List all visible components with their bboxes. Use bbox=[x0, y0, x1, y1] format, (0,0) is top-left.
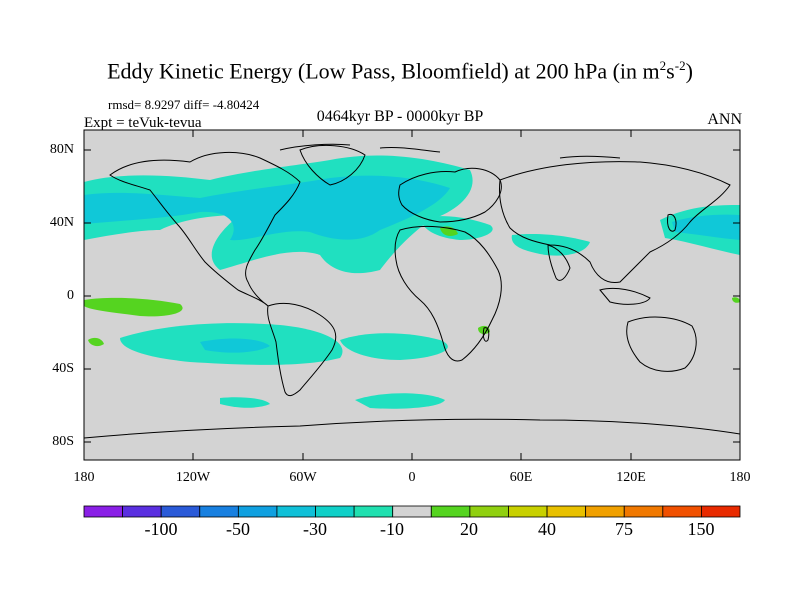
experiment-label: Expt = teVuk-tevua bbox=[84, 115, 202, 131]
stats-text: rmsd= 8.9297 diff= -4.80424 bbox=[108, 97, 260, 112]
colorbar-label: 150 bbox=[687, 519, 715, 539]
lon-label-120e: 120E bbox=[616, 470, 646, 485]
colorbar-box bbox=[392, 505, 432, 518]
coast-madagascar bbox=[482, 327, 490, 342]
season-label: ANN bbox=[707, 111, 742, 128]
lat-label-40n: 40N bbox=[49, 215, 74, 230]
contour-equatorial-pacific bbox=[84, 297, 183, 317]
colorbar-box bbox=[701, 505, 741, 518]
contour-east-asia-inner bbox=[672, 214, 740, 240]
coast-se-asia bbox=[599, 287, 651, 305]
colorbar-label: -100 bbox=[144, 519, 178, 539]
coast-antarctica bbox=[83, 418, 741, 439]
lon-label-120w: 120W bbox=[175, 470, 211, 485]
colorbar-box bbox=[315, 505, 355, 518]
lat-label-0: 0 bbox=[67, 288, 74, 303]
colorbar bbox=[83, 505, 741, 518]
contour-south-atlantic bbox=[340, 333, 448, 360]
coast-japan bbox=[667, 213, 677, 232]
coastlines bbox=[83, 143, 741, 439]
contour-positive-regions bbox=[84, 226, 740, 347]
colorbar-box bbox=[430, 505, 471, 518]
lon-label-60w: 60W bbox=[289, 470, 317, 485]
period-label: 0464kyr BP - 0000kyr BP bbox=[316, 108, 484, 125]
colorbar-box bbox=[353, 505, 394, 518]
contour-small-green-1 bbox=[88, 337, 104, 347]
contour-southern-ocean-2 bbox=[220, 397, 270, 408]
colorbar-box bbox=[469, 505, 509, 518]
coast-europe bbox=[398, 167, 502, 223]
colorbar-box bbox=[83, 505, 123, 518]
colorbar-box bbox=[623, 505, 664, 518]
colorbar-label: -30 bbox=[303, 519, 327, 539]
coast-india bbox=[547, 244, 571, 281]
colorbar-box bbox=[662, 505, 702, 518]
coast-north-america bbox=[109, 151, 301, 307]
lat-label-80s: 80S bbox=[52, 434, 74, 449]
contour-north-inner bbox=[84, 175, 450, 241]
colorbar-box bbox=[160, 505, 201, 518]
colorbar-label: 75 bbox=[615, 519, 633, 539]
lon-label-180w: 180 bbox=[73, 470, 95, 485]
colorbar-box bbox=[276, 505, 316, 518]
coast-australia bbox=[626, 316, 697, 372]
colorbar-label: 20 bbox=[460, 519, 478, 539]
contour-regions bbox=[84, 155, 740, 409]
colorbar-label: -50 bbox=[226, 519, 250, 539]
axis-ticks bbox=[83, 130, 741, 460]
lon-label-0: 0 bbox=[408, 470, 416, 485]
colorbar-box bbox=[585, 505, 625, 518]
colorbar-box bbox=[237, 505, 278, 518]
colorbar-box bbox=[546, 505, 587, 518]
lon-label-180e: 180 bbox=[729, 470, 751, 485]
lat-label-40s: 40S bbox=[52, 361, 74, 376]
coast-greenland bbox=[299, 145, 366, 186]
colorbar-label: -10 bbox=[380, 519, 404, 539]
lat-label-80n: 80N bbox=[49, 142, 74, 157]
colorbar-box bbox=[122, 505, 162, 518]
coast-asia bbox=[499, 161, 731, 284]
colorbar-box bbox=[508, 505, 548, 518]
contour-south-pacific-inner bbox=[200, 338, 270, 353]
colorbar-box bbox=[199, 505, 239, 518]
chart-title: Eddy Kinetic Energy (Low Pass, Bloomfiel… bbox=[107, 58, 693, 84]
lon-label-60e: 60E bbox=[509, 470, 533, 485]
contour-southern-ocean bbox=[355, 393, 445, 409]
contour-small-green-4 bbox=[732, 297, 740, 303]
colorbar-label: 40 bbox=[538, 519, 556, 539]
coast-south-america bbox=[267, 302, 337, 397]
coast-arctic bbox=[279, 143, 621, 159]
coast-africa bbox=[394, 225, 502, 362]
